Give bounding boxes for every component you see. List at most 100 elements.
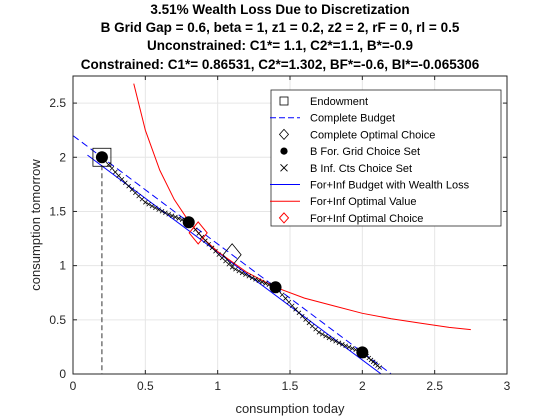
inf-choice-set-cross bbox=[116, 173, 121, 178]
inf-choice-set-cross bbox=[173, 214, 178, 220]
inf-choice-set-cross bbox=[206, 241, 212, 247]
x-axis-label: consumption today bbox=[235, 401, 345, 416]
inf-choice-set-cross bbox=[279, 292, 285, 298]
y-tick-label: 1.5 bbox=[49, 204, 66, 218]
inf-choice-set-cross bbox=[233, 266, 238, 272]
inf-choice-set-cross bbox=[176, 216, 182, 221]
filled-circle-icon bbox=[280, 147, 288, 155]
inf-choice-set-cross bbox=[119, 176, 125, 182]
legend-entry: Complete Optimal Choice bbox=[278, 128, 435, 141]
inf-choice-set-cross bbox=[336, 340, 342, 346]
x-tick-label: 0.5 bbox=[137, 379, 154, 393]
inf-choice-set-cross bbox=[259, 279, 265, 285]
inf-choice-set-cross bbox=[377, 365, 382, 370]
inf-choice-set-cross bbox=[256, 278, 262, 283]
complete-optimal-marker bbox=[222, 243, 242, 267]
inf-choice-set-cross bbox=[199, 234, 205, 240]
grid-choice-point bbox=[95, 151, 108, 164]
legend-entry: For+Inf Optimal Choice bbox=[278, 212, 423, 225]
inf-choice-set-cross bbox=[163, 210, 168, 216]
square-icon bbox=[279, 96, 289, 106]
chart-subtitle-unconstrained: Unconstrained: C1*= 1.1, C2*=1.1, B*=-0.… bbox=[147, 38, 413, 53]
inf-choice-set-cross bbox=[193, 227, 198, 233]
x-tick-label: 3 bbox=[504, 379, 511, 393]
endowment-marker bbox=[92, 147, 112, 167]
y-tick-label: 2 bbox=[59, 150, 66, 164]
chart-subtitle-constrained: Constrained: C1*= 0.86531, C2*=1.302, BF… bbox=[80, 57, 480, 72]
inf-choice-set-cross bbox=[289, 303, 295, 309]
inf-choice-set-cross bbox=[236, 268, 242, 274]
legend-entry: B For. Grid Choice Set bbox=[280, 146, 420, 158]
inf-choice-set-cross bbox=[343, 343, 348, 349]
inf-choice-set-cross bbox=[143, 200, 148, 205]
inf-choice-set-cross bbox=[246, 273, 252, 279]
inf-choice-set-cross bbox=[213, 248, 218, 254]
legend: Endowment Complete Budget Complete Optimal… bbox=[270, 89, 502, 227]
cross-icon bbox=[280, 163, 288, 172]
inf-choice-set-cross bbox=[169, 213, 175, 218]
y-tick-label: 0.5 bbox=[49, 313, 66, 327]
red-diamond-icon bbox=[278, 212, 290, 224]
chart-title: 3.51% Wealth Loss Due to Discretization bbox=[150, 2, 410, 17]
inf-choice-set-cross bbox=[239, 270, 245, 276]
data-layer bbox=[73, 83, 471, 374]
x-tick-label: 1.5 bbox=[282, 379, 299, 393]
inf-choice-set-cross bbox=[149, 203, 155, 209]
inf-choice-set-cross bbox=[253, 277, 258, 282]
inf-choice-set-cross bbox=[283, 296, 288, 301]
legend-label: Endowment bbox=[310, 96, 368, 108]
y-axis-label: consumption tomorrow bbox=[28, 159, 43, 291]
legend-label: Complete Optimal Choice bbox=[310, 129, 435, 141]
grid-choice-point bbox=[269, 281, 282, 294]
inf-budget-line bbox=[87, 154, 382, 374]
inf-choice-set-cross bbox=[229, 265, 235, 270]
inf-choice-set-cross bbox=[249, 275, 255, 281]
inf-choice-set-cross bbox=[293, 307, 298, 312]
legend-entry: B Inf. Cts Choice Set bbox=[280, 163, 412, 175]
inf-choice-set-cross bbox=[126, 183, 131, 189]
inf-choice-set-cross bbox=[340, 342, 345, 347]
x-tick-label: 1 bbox=[214, 379, 221, 393]
inf-optimal-marker bbox=[188, 221, 208, 245]
complete-budget-line bbox=[73, 135, 392, 374]
ticks: 0 0.5 1 1.5 2 2.5 3 0 0.5 1 1.5 2 2.5 bbox=[49, 76, 511, 393]
inf-choice-set-cross bbox=[319, 331, 325, 337]
inf-choice-set-cross bbox=[323, 333, 328, 339]
inf-choice-set-cross bbox=[203, 238, 208, 243]
legend-entry: Complete Budget bbox=[270, 113, 395, 125]
inf-choice-set-cross bbox=[350, 346, 355, 351]
inf-choice-set-cross bbox=[109, 166, 115, 171]
inf-choice-set-cross bbox=[196, 231, 202, 236]
inf-choice-set-cross bbox=[316, 330, 322, 335]
y-tick-label: 0 bbox=[59, 367, 66, 381]
x-tick-label: 2.5 bbox=[426, 379, 443, 393]
y-tick-label: 1 bbox=[59, 259, 66, 273]
x-tick-label: 0 bbox=[70, 379, 77, 393]
inf-choice-set-cross bbox=[299, 313, 305, 319]
grid-choice-point bbox=[356, 346, 369, 359]
inf-choice-set-cross bbox=[146, 201, 151, 207]
legend-label: Complete Budget bbox=[310, 113, 395, 125]
inf-choice-set-cross bbox=[113, 169, 118, 175]
inf-choice-set-cross bbox=[333, 338, 338, 344]
legend-label: For+Inf Optimal Choice bbox=[310, 213, 423, 225]
legend-label: B Inf. Cts Choice Set bbox=[310, 163, 412, 175]
chart-subtitle-params: B Grid Gap = 0.6, beta = 1, z1 = 0.2, z2… bbox=[100, 20, 460, 35]
legend-entry: For+Inf Optimal Value bbox=[270, 196, 416, 208]
legend-box bbox=[270, 89, 502, 227]
inf-choice-set-cross bbox=[156, 207, 161, 212]
legend-label: For+Inf Budget with Wealth Loss bbox=[310, 180, 470, 192]
legend-entry: Endowment bbox=[279, 96, 368, 108]
inf-choice-set-cross bbox=[209, 245, 215, 251]
inf-choice-set-cross bbox=[159, 208, 165, 214]
inf-choice-set-cross bbox=[326, 335, 332, 341]
legend-entry: For+Inf Budget with Wealth Loss bbox=[270, 180, 470, 192]
x-tick-label: 2 bbox=[359, 379, 366, 393]
inf-choice-set-cross bbox=[330, 337, 335, 342]
y-tick-label: 2.5 bbox=[49, 96, 66, 110]
inf-choice-set-cross bbox=[166, 211, 171, 217]
legend-label: For+Inf Optimal Value bbox=[310, 196, 416, 208]
inf-choice-set-cross bbox=[296, 310, 302, 316]
